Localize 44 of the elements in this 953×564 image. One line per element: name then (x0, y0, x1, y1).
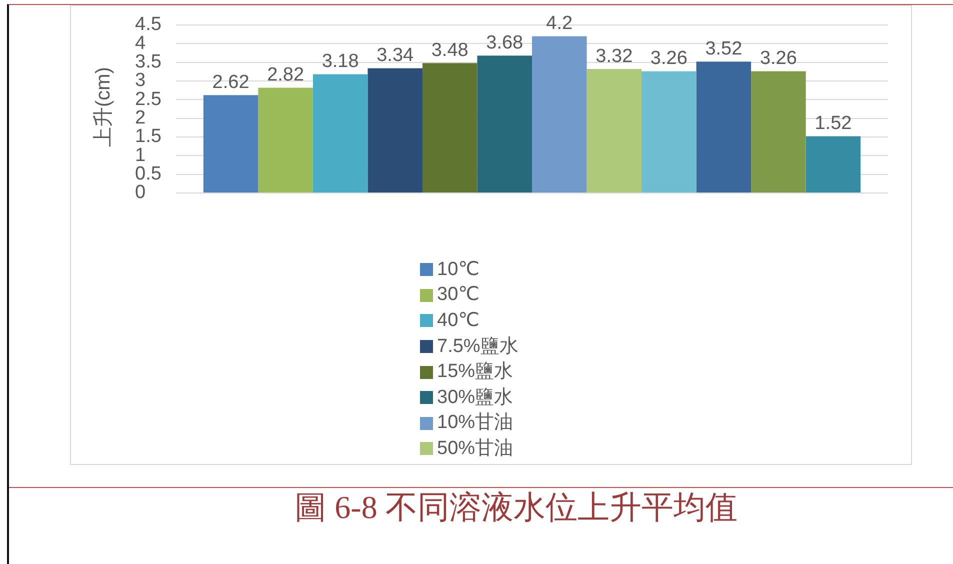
legend-label: 50%甘油 (437, 438, 514, 459)
y-tick-label: 1 (135, 144, 146, 166)
bar (751, 71, 806, 192)
legend-label: 10℃ (437, 258, 480, 280)
legend-label: 15%鹽水 (437, 361, 514, 382)
y-tick-label: 1.5 (135, 126, 162, 148)
data-label: 3.26 (650, 48, 688, 70)
data-label: 3.32 (596, 46, 633, 67)
legend-label: 7.5%鹽水 (437, 336, 518, 357)
bar (422, 63, 478, 192)
bar (642, 71, 696, 192)
y-tick-label: 3 (135, 70, 146, 92)
bar (477, 56, 532, 192)
data-label: 3.18 (322, 51, 359, 72)
bar (532, 36, 587, 192)
bar (258, 88, 313, 192)
data-label: 2.82 (267, 64, 304, 86)
data-label: 4.2 (546, 12, 573, 34)
data-label: 3.48 (431, 40, 468, 61)
y-tick-label: 4.5 (135, 14, 162, 36)
bar (806, 136, 861, 192)
data-label: 3.26 (760, 48, 797, 70)
bar (203, 95, 258, 192)
y-tick-label: 0.5 (135, 164, 162, 185)
y-tick-label: 2 (135, 108, 146, 129)
y-tick-label: 2.5 (135, 88, 162, 110)
data-label: 2.62 (212, 72, 250, 93)
y-tick-label: 3.5 (135, 52, 162, 73)
y-tick-label: 0 (135, 182, 146, 204)
bar (586, 69, 642, 192)
y-axis-title: 上升(cm) (92, 67, 115, 147)
legend-label: 10%甘油 (437, 412, 514, 434)
legend-label: 40℃ (437, 310, 480, 331)
data-label: 3.68 (486, 32, 524, 54)
data-label: 1.52 (814, 112, 852, 134)
data-label: 3.34 (376, 45, 414, 66)
data-label: 3.52 (705, 38, 742, 60)
bar (368, 68, 422, 192)
bar (696, 62, 752, 192)
legend-label: 30℃ (437, 284, 480, 306)
caption: 圖 6-8 不同溶液水位上升平均值 (294, 488, 738, 527)
y-tick-label: 4 (135, 32, 146, 54)
legend-label: 30%鹽水 (437, 386, 514, 408)
bar (312, 74, 368, 192)
